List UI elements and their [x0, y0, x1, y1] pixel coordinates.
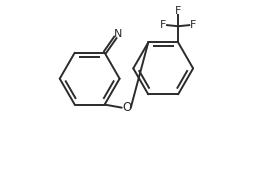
- Text: F: F: [160, 20, 166, 30]
- Text: N: N: [114, 29, 122, 38]
- Text: F: F: [190, 20, 196, 30]
- Text: F: F: [175, 6, 181, 16]
- Text: O: O: [122, 101, 131, 114]
